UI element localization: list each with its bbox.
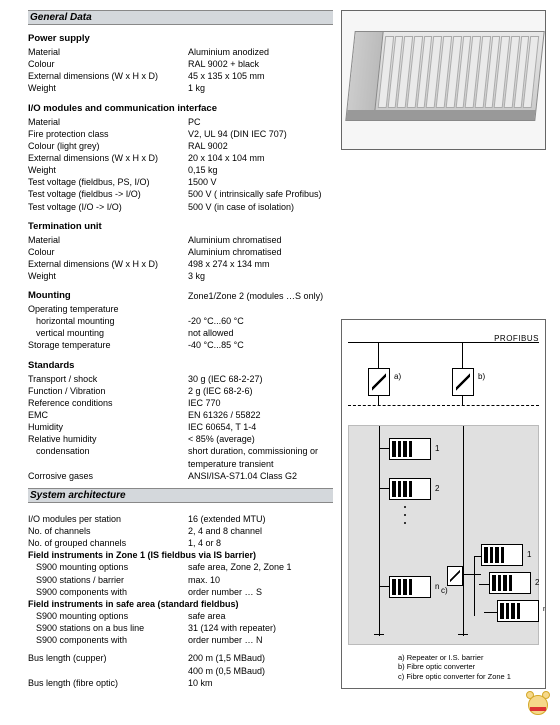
spec-row: Weight3 kg bbox=[28, 270, 333, 282]
spec-row: Fire protection classV2, UL 94 (DIN IEC … bbox=[28, 128, 333, 140]
spec-row: ColourAluminium chromatised bbox=[28, 246, 333, 258]
station-label: 1 bbox=[527, 550, 531, 559]
sub-header-field-zone1: Field instruments in Zone 1 (IS fieldbus… bbox=[28, 549, 333, 561]
marker-b: b) bbox=[478, 372, 485, 381]
converter-c-icon bbox=[447, 566, 463, 586]
sub-header-power-supply: Power supply bbox=[28, 33, 333, 44]
spec-row: Corrosive gasesANSI/ISA-S71.04 Class G2 bbox=[28, 470, 333, 482]
station-icon bbox=[489, 572, 531, 594]
spec-row: External dimensions (W x H x D)45 x 135 … bbox=[28, 70, 333, 82]
spec-row: S900 stations / barriermax. 10 bbox=[28, 574, 333, 586]
spec-row: External dimensions (W x H x D)498 x 274… bbox=[28, 258, 333, 270]
spec-row: Colour (light grey)RAL 9002 bbox=[28, 140, 333, 152]
spec-row: Test voltage (fieldbus, PS, I/O)1500 V bbox=[28, 176, 333, 188]
spec-row: ColourRAL 9002 + black bbox=[28, 58, 333, 70]
bus-diagram: PROFIBUS a) b) 1 2 bbox=[341, 319, 546, 689]
spec-row: I/O modules per station16 (extended MTU) bbox=[28, 513, 333, 525]
spec-row: No. of grouped channels1, 4 or 8 bbox=[28, 537, 333, 549]
mascot-icon bbox=[522, 687, 558, 723]
spec-row: S900 mounting optionssafe area, Zone 2, … bbox=[28, 561, 333, 573]
station-label: n bbox=[543, 606, 546, 613]
sub-header-field-safe: Field instruments in safe area (standard… bbox=[28, 598, 333, 610]
section-header-general: General Data bbox=[28, 10, 333, 25]
sub-header-io-modules: I/O modules and communication interface bbox=[28, 103, 333, 114]
caption-a: a) Repeater or I.S. barrier bbox=[398, 653, 511, 663]
station-label: 2 bbox=[535, 578, 539, 587]
spec-row: Relative humidity< 85% (average) bbox=[28, 433, 333, 445]
spec-row: Test voltage (I/O -> I/O)500 V (in case … bbox=[28, 201, 333, 213]
station-icon bbox=[389, 478, 431, 500]
sub-header-standards: Standards bbox=[28, 360, 333, 371]
spec-row: Test voltage (fieldbus -> I/O)500 V ( in… bbox=[28, 188, 333, 200]
converter-b-icon bbox=[452, 368, 474, 396]
spec-row: Reference conditionsIEC 770 bbox=[28, 397, 333, 409]
spec-row: vertical mountingnot allowed bbox=[28, 327, 333, 339]
spec-row: Bus length (fibre optic)10 km bbox=[28, 677, 333, 689]
spec-row: Weight0,15 kg bbox=[28, 164, 333, 176]
section-header-arch: System architecture bbox=[28, 488, 333, 503]
caption-c: c) Fibre optic converter for Zone 1 bbox=[398, 672, 511, 682]
marker-c: c) bbox=[441, 586, 448, 595]
spec-row: MaterialPC bbox=[28, 116, 333, 128]
station-label: 1 bbox=[435, 444, 439, 453]
station-icon bbox=[389, 438, 431, 460]
spec-row: horizontal mounting-20 °C...60 °C bbox=[28, 315, 333, 327]
spec-row: S900 mounting optionssafe area bbox=[28, 610, 333, 622]
converter-a-icon bbox=[368, 368, 390, 396]
spec-row: Storage temperature-40 °C...85 °C bbox=[28, 339, 333, 351]
spec-row: HumidityIEC 60654, T 1-4 bbox=[28, 421, 333, 433]
spec-row: condensationshort duration, commissionin… bbox=[28, 445, 333, 469]
spec-row: Function / Vibration2 g (IEC 68-2-6) bbox=[28, 385, 333, 397]
caption-b: b) Fibre optic converter bbox=[398, 662, 511, 672]
station-label: n bbox=[435, 582, 439, 591]
right-column: PROFIBUS a) b) 1 2 bbox=[341, 10, 546, 689]
product-image bbox=[341, 10, 546, 150]
station-icon bbox=[389, 576, 431, 598]
sub-header-termination: Termination unit bbox=[28, 221, 333, 232]
sub-header-mounting: MountingZone1/Zone 2 (modules …S only) bbox=[28, 290, 333, 303]
bus-line-dashed bbox=[348, 405, 539, 406]
marker-a: a) bbox=[394, 372, 401, 381]
spec-row: S900 components withorder number … S bbox=[28, 586, 333, 598]
spec-row: No. of channels2, 4 and 8 channel bbox=[28, 525, 333, 537]
spec-row: MaterialAluminium anodized bbox=[28, 46, 333, 58]
spec-row: Operating temperature bbox=[28, 303, 333, 315]
station-label: 2 bbox=[435, 484, 439, 493]
spec-row: 400 m (0,5 MBaud) bbox=[28, 665, 333, 677]
zone-area: 1 2 n c) 1 2 n bbox=[348, 425, 539, 645]
station-icon bbox=[497, 600, 539, 622]
spec-row: External dimensions (W x H x D)20 x 104 … bbox=[28, 152, 333, 164]
spec-row: EMCEN 61326 / 55822 bbox=[28, 409, 333, 421]
bus-line bbox=[348, 342, 539, 343]
diagram-legend: a) Repeater or I.S. barrier b) Fibre opt… bbox=[398, 653, 511, 682]
spec-row: S900 components withorder number … N bbox=[28, 634, 333, 646]
station-icon bbox=[481, 544, 523, 566]
left-column: General Data Power supply MaterialAlumin… bbox=[28, 10, 333, 689]
spec-row: MaterialAluminium chromatised bbox=[28, 234, 333, 246]
spec-row: Weight1 kg bbox=[28, 82, 333, 94]
spec-row: Bus length (cupper)200 m (1,5 MBaud) bbox=[28, 652, 333, 664]
spec-row: S900 stations on a bus line31 (124 with … bbox=[28, 622, 333, 634]
spec-row: Transport / shock30 g (IEC 68-2-27) bbox=[28, 373, 333, 385]
